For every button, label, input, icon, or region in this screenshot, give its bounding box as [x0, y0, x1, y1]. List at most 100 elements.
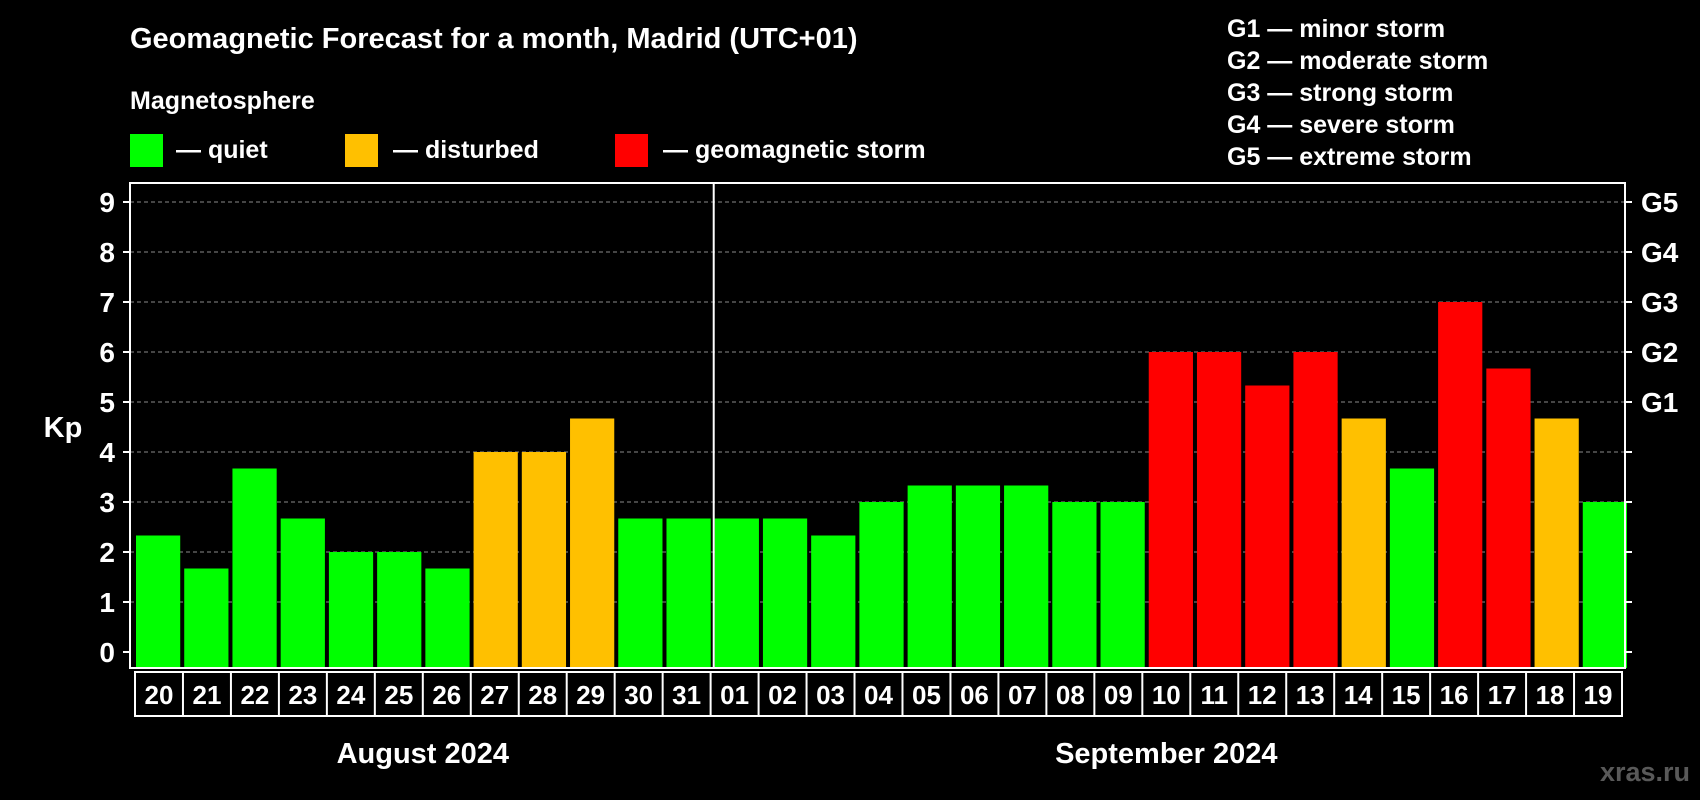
date-label: 24 — [336, 680, 365, 710]
bar — [1245, 385, 1290, 668]
date-label: 19 — [1584, 680, 1613, 710]
legend-swatch-storm — [615, 134, 648, 167]
bar — [859, 502, 904, 668]
date-label: 13 — [1296, 680, 1325, 710]
y-axis-label: Kp — [44, 412, 83, 444]
legend-heading: Magnetosphere — [130, 87, 315, 115]
legend-label-disturbed: — disturbed — [393, 136, 539, 164]
storm-scale-g5: G5 — extreme storm — [1227, 143, 1472, 171]
y-tick-label: 1 — [99, 587, 115, 618]
date-label: 21 — [192, 680, 221, 710]
bar — [521, 452, 567, 668]
date-label: 14 — [1344, 680, 1373, 710]
date-label: 22 — [240, 680, 269, 710]
date-label: 07 — [1008, 680, 1037, 710]
y-tick-label: 6 — [99, 337, 115, 368]
bar — [570, 418, 615, 668]
bar — [1052, 502, 1097, 668]
y-tick-label: 3 — [99, 487, 115, 518]
bar — [1100, 502, 1145, 668]
g-scale-label: G2 — [1641, 337, 1678, 368]
g-scale-label: G4 — [1641, 237, 1679, 268]
bar — [1389, 468, 1435, 668]
date-label: 31 — [672, 680, 701, 710]
date-label: 15 — [1392, 680, 1421, 710]
date-label: 28 — [528, 680, 557, 710]
g-scale-label: G1 — [1641, 387, 1678, 418]
chart-title: Geomagnetic Forecast for a month, Madrid… — [130, 23, 858, 55]
date-label: 27 — [480, 680, 509, 710]
legend-label-storm: — geomagnetic storm — [663, 136, 926, 164]
date-label: 09 — [1104, 680, 1133, 710]
axes: 0 1 2 3 4 5 6 7 8 9 G1 G2 G3 G4 G5 — [99, 182, 1679, 669]
bar — [1196, 352, 1242, 668]
date-label: 10 — [1152, 680, 1181, 710]
date-label: 12 — [1248, 680, 1277, 710]
bar — [811, 535, 856, 668]
storm-scale-g2: G2 — moderate storm — [1227, 47, 1488, 75]
date-label: 16 — [1440, 680, 1469, 710]
bar — [666, 518, 711, 668]
bar — [1486, 368, 1531, 668]
y-tick-label: 4 — [99, 437, 115, 468]
g-scale-label: G5 — [1641, 187, 1678, 218]
storm-scale-g1: G1 — minor storm — [1227, 15, 1445, 43]
bar — [618, 518, 663, 668]
date-label: 05 — [912, 680, 941, 710]
date-label: 23 — [288, 680, 317, 710]
storm-scale-g4: G4 — severe storm — [1227, 111, 1455, 139]
bar — [714, 518, 759, 668]
y-tick-label: 9 — [99, 187, 115, 218]
date-label: 02 — [768, 680, 797, 710]
legend-label-quiet: — quiet — [176, 136, 268, 164]
date-label: 11 — [1201, 680, 1229, 710]
bar — [1148, 352, 1193, 668]
bar — [955, 485, 1001, 668]
date-row-frame — [134, 671, 1623, 717]
bars — [136, 302, 1627, 668]
storm-scale-legend: G1 — minor storm G2 — moderate storm G3 … — [1227, 15, 1488, 171]
bar — [1438, 302, 1483, 668]
y-tick-label: 0 — [99, 637, 115, 668]
date-label: 25 — [384, 680, 413, 710]
bar — [1582, 502, 1627, 668]
month-labels: August 2024 September 2024 — [337, 738, 1278, 770]
bar — [907, 485, 952, 668]
bar — [184, 568, 229, 668]
date-labels: 20 21 22 23 24 25 26 27 28 29 30 31 01 02 03 04 05 06 07 08… — [134, 671, 1623, 717]
y-tick-label: 7 — [99, 287, 115, 318]
bar — [232, 468, 277, 668]
date-label: 17 — [1488, 680, 1517, 710]
date-label: 08 — [1056, 680, 1085, 710]
g-scale-label: G3 — [1641, 287, 1678, 318]
bar — [473, 452, 518, 668]
y-tick-label: 8 — [99, 237, 115, 268]
plot-frame — [129, 182, 1626, 669]
bar — [1004, 485, 1049, 668]
date-label: 06 — [960, 680, 989, 710]
bar — [762, 518, 808, 668]
month-label: September 2024 — [1055, 738, 1277, 770]
date-label: 20 — [145, 680, 174, 710]
y-tick-label: 2 — [99, 537, 115, 568]
date-label: 04 — [864, 680, 893, 710]
bar — [1341, 418, 1386, 668]
date-label: 29 — [576, 680, 605, 710]
y-tick-label: 5 — [99, 387, 115, 418]
legend-swatch-quiet — [130, 134, 163, 167]
bar — [1534, 418, 1579, 668]
date-label: 30 — [624, 680, 653, 710]
bar — [425, 568, 470, 668]
watermark: xras.ru — [1600, 757, 1690, 787]
date-label: 03 — [816, 680, 845, 710]
date-label: 01 — [720, 680, 749, 710]
bar — [377, 552, 422, 668]
date-label: 18 — [1536, 680, 1565, 710]
bar — [1293, 352, 1338, 668]
bar — [280, 518, 325, 668]
storm-scale-g3: G3 — strong storm — [1227, 79, 1453, 107]
legend: — quiet — disturbed — geomagnetic storm — [130, 134, 926, 167]
month-label: August 2024 — [337, 738, 509, 770]
bar — [328, 552, 374, 668]
